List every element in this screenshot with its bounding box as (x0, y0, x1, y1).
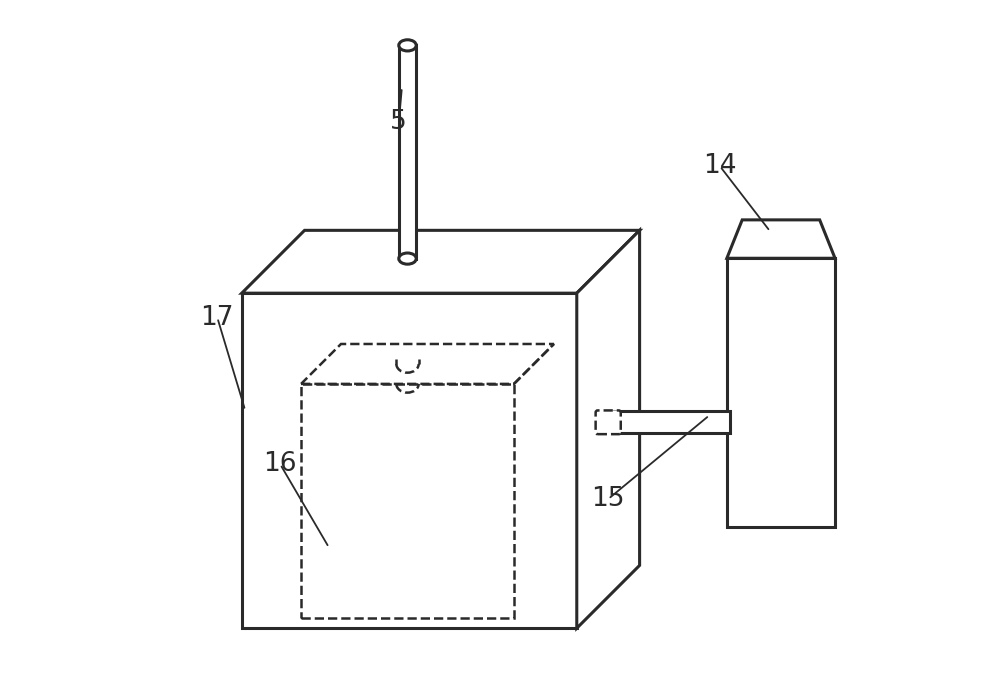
Polygon shape (242, 230, 640, 293)
FancyBboxPatch shape (596, 410, 621, 434)
Polygon shape (242, 293, 577, 628)
Text: 5: 5 (390, 109, 407, 135)
Polygon shape (577, 230, 640, 628)
Bar (399, 45, 416, 258)
Text: 16: 16 (263, 451, 297, 477)
Ellipse shape (399, 40, 416, 51)
Ellipse shape (399, 253, 416, 264)
Text: 17: 17 (201, 304, 234, 331)
Text: 14: 14 (703, 153, 737, 179)
Polygon shape (727, 220, 835, 258)
Text: 15: 15 (591, 486, 625, 512)
Bar (614, 411, 730, 433)
Bar (727, 258, 835, 527)
